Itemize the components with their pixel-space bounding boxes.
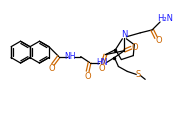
Text: O: O <box>98 64 105 73</box>
Text: NH: NH <box>64 52 76 61</box>
Text: HN: HN <box>96 58 107 67</box>
Text: S: S <box>136 70 141 79</box>
Text: H₂N: H₂N <box>157 15 173 24</box>
Text: O: O <box>84 72 91 81</box>
Text: O: O <box>49 64 55 73</box>
Text: O: O <box>132 43 139 52</box>
Text: N: N <box>121 30 127 39</box>
Text: O: O <box>156 36 162 45</box>
